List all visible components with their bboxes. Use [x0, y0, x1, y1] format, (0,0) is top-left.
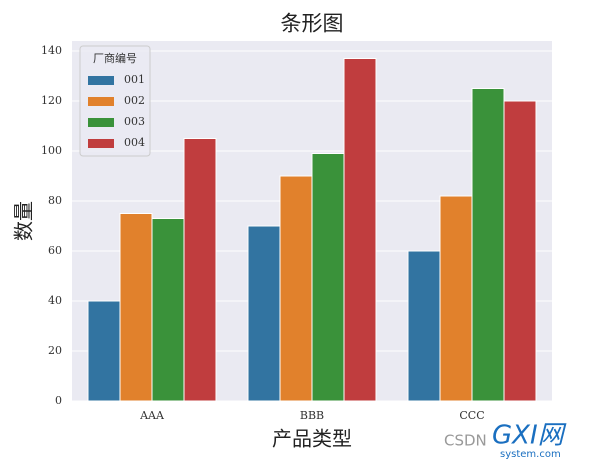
legend-title: 厂商编号	[93, 51, 137, 65]
x-tick-label: BBB	[300, 409, 324, 422]
bar	[343, 58, 377, 402]
y-tick-label: 0	[55, 394, 62, 407]
bar	[503, 100, 537, 402]
legend-swatch	[88, 97, 114, 106]
bar	[311, 153, 345, 402]
bar	[279, 175, 313, 402]
y-tick-label: 80	[48, 194, 62, 207]
bar	[407, 250, 441, 402]
y-tick-label: 100	[41, 144, 62, 157]
legend-label: 004	[124, 136, 145, 149]
y-tick-label: 40	[48, 294, 62, 307]
y-tick-label: 60	[48, 244, 62, 257]
legend-box	[79, 45, 151, 157]
x-tick-label: AAA	[139, 409, 165, 422]
legend-swatch	[88, 76, 114, 85]
legend-swatch	[88, 118, 114, 127]
legend-label: 002	[124, 94, 145, 107]
legend-label: 001	[124, 73, 145, 86]
watermark: GXI网	[492, 421, 567, 451]
x-tick-label: CCC	[459, 409, 484, 422]
legend-label: 003	[124, 115, 145, 128]
bar	[439, 195, 473, 402]
bar	[151, 218, 185, 402]
bar	[87, 300, 121, 402]
y-axis-label: 数量	[12, 201, 36, 241]
bar	[183, 138, 217, 402]
bar	[119, 213, 153, 402]
watermark: CSDN	[444, 432, 487, 450]
watermark: system.com	[500, 449, 561, 460]
legend-swatch	[88, 139, 114, 148]
y-tick-label: 120	[41, 94, 62, 107]
y-tick-label: 20	[48, 344, 62, 357]
x-axis-label: 产品类型	[272, 427, 352, 451]
chart-title: 条形图	[281, 12, 344, 36]
y-tick-label: 140	[41, 44, 62, 57]
bar	[247, 225, 281, 402]
bar	[471, 88, 505, 402]
